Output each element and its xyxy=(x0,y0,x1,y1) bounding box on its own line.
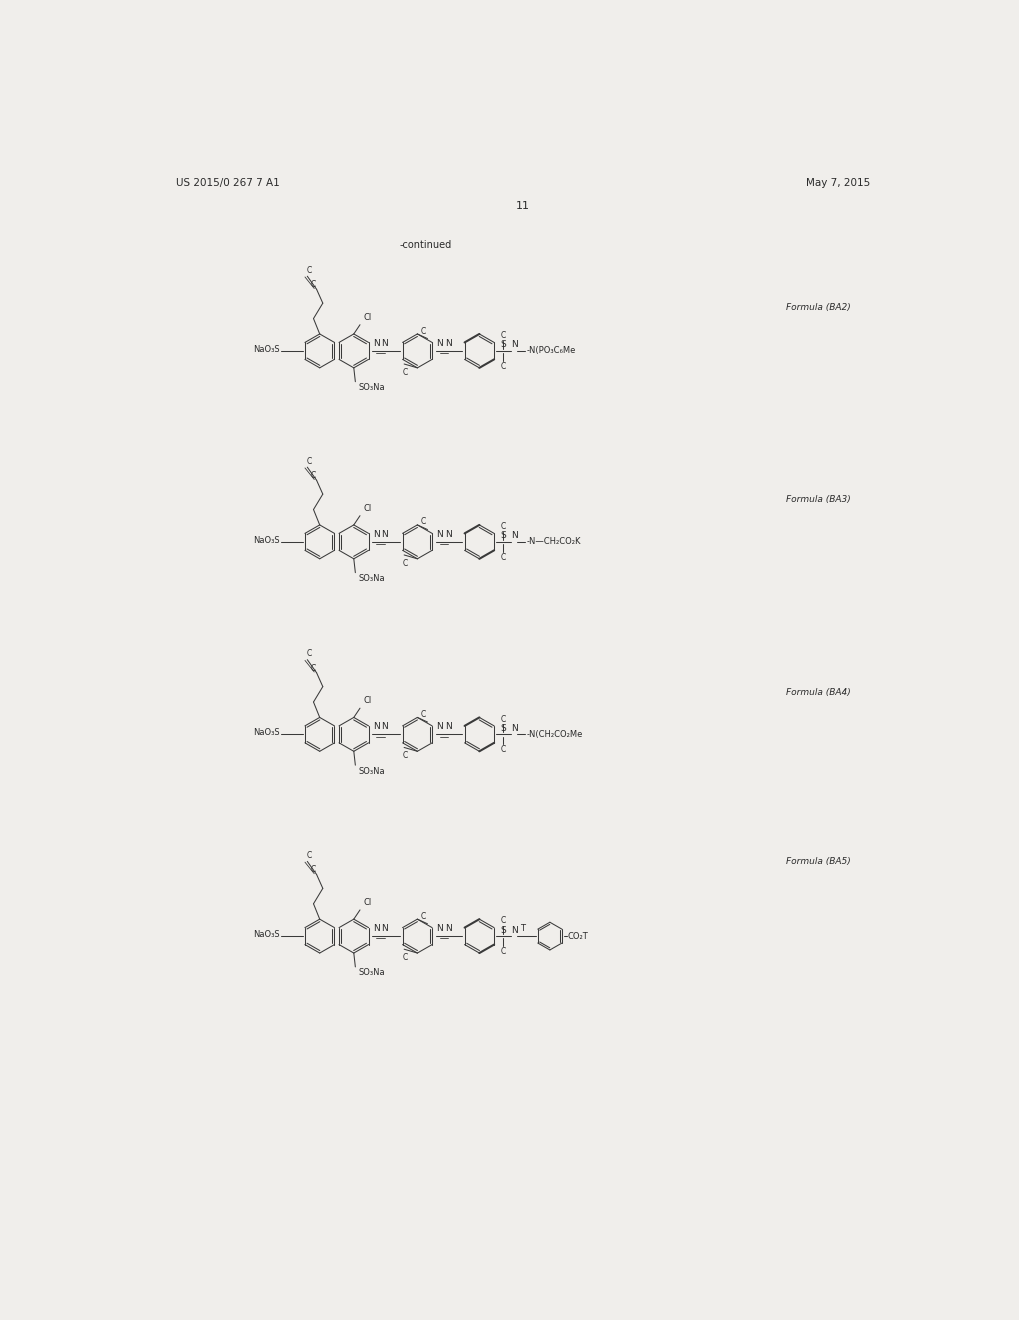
Text: N: N xyxy=(373,529,379,539)
Text: N: N xyxy=(373,339,379,348)
Text: C: C xyxy=(421,912,426,921)
Text: N: N xyxy=(436,722,443,731)
Text: N: N xyxy=(436,529,443,539)
Text: Formula (BA4): Formula (BA4) xyxy=(786,688,850,697)
Text: Formula (BA2): Formula (BA2) xyxy=(786,302,850,312)
Text: SO₃Na: SO₃Na xyxy=(358,574,385,583)
Text: N: N xyxy=(511,723,517,733)
Text: S: S xyxy=(500,723,505,733)
Text: C: C xyxy=(306,851,311,859)
Text: C: C xyxy=(500,331,505,341)
Text: SO₃Na: SO₃Na xyxy=(358,969,385,977)
Text: C: C xyxy=(500,553,505,561)
Text: US 2015/0 267 7 A1: US 2015/0 267 7 A1 xyxy=(175,178,279,187)
Text: N: N xyxy=(511,341,517,350)
Text: C: C xyxy=(403,751,408,760)
Text: CO₂T: CO₂T xyxy=(568,932,588,941)
Text: N: N xyxy=(373,722,379,731)
Text: -N(CH₂CO₂Me: -N(CH₂CO₂Me xyxy=(526,730,583,739)
Text: SO₃Na: SO₃Na xyxy=(358,383,385,392)
Text: -N(PO₃C₆Me: -N(PO₃C₆Me xyxy=(526,346,576,355)
Text: C: C xyxy=(403,368,408,376)
Text: S: S xyxy=(500,341,505,350)
Text: NaO₃S: NaO₃S xyxy=(253,931,279,939)
Text: N: N xyxy=(381,722,388,731)
Text: N: N xyxy=(511,925,517,935)
Text: N: N xyxy=(381,529,388,539)
Text: N: N xyxy=(436,339,443,348)
Text: C: C xyxy=(311,471,316,480)
Text: N: N xyxy=(444,924,451,933)
Text: C: C xyxy=(306,649,311,657)
Text: C: C xyxy=(500,714,505,723)
Text: N: N xyxy=(381,339,388,348)
Text: N: N xyxy=(381,924,388,933)
Text: -continued: -continued xyxy=(399,240,451,251)
Text: Formula (BA3): Formula (BA3) xyxy=(786,495,850,504)
Text: S: S xyxy=(500,532,505,540)
Text: Cl: Cl xyxy=(363,696,371,705)
Text: C: C xyxy=(311,664,316,673)
Text: N: N xyxy=(436,924,443,933)
Text: C: C xyxy=(500,362,505,371)
Text: C: C xyxy=(403,558,408,568)
Text: N: N xyxy=(511,532,517,540)
Text: SO₃Na: SO₃Na xyxy=(358,767,385,776)
Text: C: C xyxy=(500,523,505,531)
Text: C: C xyxy=(306,265,311,275)
Text: 11: 11 xyxy=(516,201,529,211)
Text: C: C xyxy=(306,457,311,466)
Text: May 7, 2015: May 7, 2015 xyxy=(805,178,869,187)
Text: C: C xyxy=(500,744,505,754)
Text: N: N xyxy=(444,339,451,348)
Text: C: C xyxy=(421,326,426,335)
Text: C: C xyxy=(311,280,316,289)
Text: C: C xyxy=(403,953,408,962)
Text: C: C xyxy=(421,517,426,527)
Text: Cl: Cl xyxy=(363,313,371,322)
Text: C: C xyxy=(311,866,316,874)
Text: N: N xyxy=(373,924,379,933)
Text: C: C xyxy=(421,710,426,719)
Text: -N—CH₂CO₂K: -N—CH₂CO₂K xyxy=(526,537,581,546)
Text: N: N xyxy=(444,722,451,731)
Text: Cl: Cl xyxy=(363,898,371,907)
Text: Formula (BA5): Formula (BA5) xyxy=(786,857,850,866)
Text: N: N xyxy=(444,529,451,539)
Text: Cl: Cl xyxy=(363,504,371,512)
Text: NaO₃S: NaO₃S xyxy=(253,729,279,738)
Text: C: C xyxy=(500,916,505,925)
Text: S: S xyxy=(500,925,505,935)
Text: C: C xyxy=(500,946,505,956)
Text: NaO₃S: NaO₃S xyxy=(253,345,279,354)
Text: T: T xyxy=(520,924,525,933)
Text: NaO₃S: NaO₃S xyxy=(253,536,279,545)
